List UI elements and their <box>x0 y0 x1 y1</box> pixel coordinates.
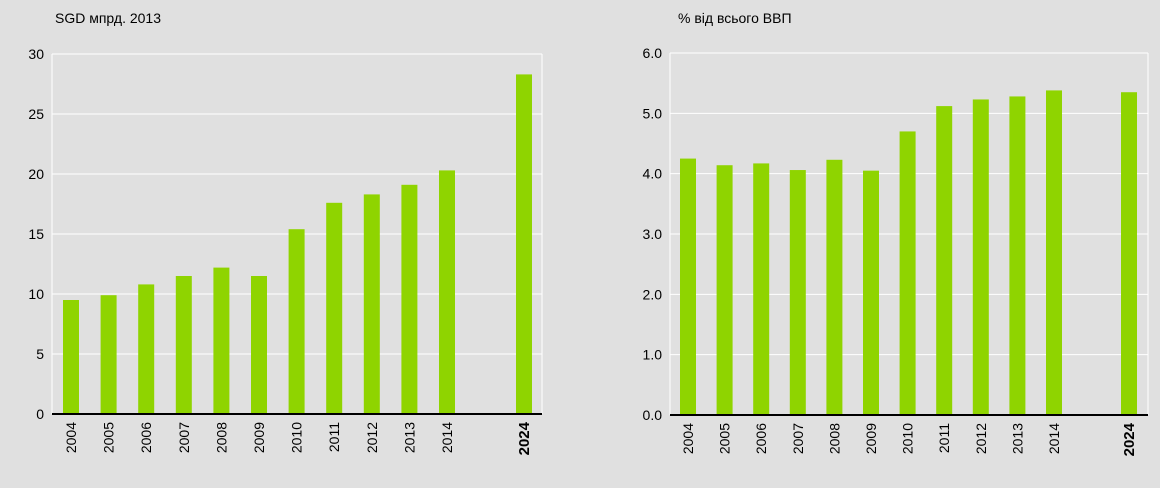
bar-2007 <box>175 276 192 414</box>
bar-2004 <box>680 158 696 416</box>
x-tick-label: 2013 <box>1009 423 1025 454</box>
bar-2011 <box>326 202 343 414</box>
y-tick-label: 1.0 <box>643 347 663 363</box>
bar-2014 <box>439 170 455 414</box>
bar-2010 <box>899 131 916 415</box>
x-tick-label: 2008 <box>826 423 842 454</box>
bar-2005 <box>716 165 733 415</box>
bar-2012 <box>972 99 989 415</box>
chart-title: % від всього ВВП <box>678 10 792 26</box>
y-tick-label: 20 <box>28 166 44 182</box>
bar-2008 <box>826 159 843 415</box>
bar-2009 <box>251 276 267 414</box>
x-tick-label: 2012 <box>364 422 380 453</box>
bar-2006 <box>138 284 155 414</box>
bar-2012 <box>363 194 380 414</box>
y-tick-label: 5.0 <box>643 105 663 121</box>
x-tick-label: 2007 <box>790 423 806 454</box>
x-tick-label: 2006 <box>138 422 154 453</box>
bar-2024 <box>1121 92 1137 415</box>
bar-2013 <box>1009 96 1026 415</box>
bar-2013 <box>401 184 418 414</box>
x-tick-label: 2009 <box>251 422 267 453</box>
bar-2014 <box>1046 90 1062 415</box>
y-tick-label: 15 <box>28 226 44 242</box>
y-tick-label: 10 <box>28 286 44 302</box>
chart-title: SGD мпрд. 2013 <box>55 10 161 26</box>
x-tick-label: 2010 <box>289 422 305 453</box>
bar-2024 <box>516 74 532 415</box>
x-tick-label: 2004 <box>680 423 696 454</box>
x-tick-label: 2012 <box>973 423 989 454</box>
bar-2010 <box>288 229 305 414</box>
bar-2007 <box>789 170 806 415</box>
x-tick-label: 2024 <box>1121 422 1138 456</box>
x-tick-label: 2011 <box>326 422 342 452</box>
x-tick-label: 2024 <box>516 421 533 455</box>
y-tick-label: 5 <box>36 346 44 362</box>
chart-gdp-share: % від всього ВВП 0.0 1.0 2.0 3.0 4.0 5.0 6.0 20… <box>643 10 1149 456</box>
x-tick-label: 2007 <box>176 422 192 453</box>
y-tick-label: 25 <box>28 106 44 122</box>
y-tick-label: 2.0 <box>643 286 663 302</box>
bar-2009 <box>863 170 879 415</box>
bar-2005 <box>100 295 117 414</box>
x-tick-label: 2011 <box>936 423 952 453</box>
bar-2011 <box>936 106 953 416</box>
x-tick-label: 2013 <box>401 422 417 453</box>
x-tick-label: 2005 <box>717 423 733 454</box>
y-tick-label: 30 <box>28 46 44 62</box>
y-tick-label: 0 <box>36 406 44 422</box>
y-tick-label: 6.0 <box>643 45 663 61</box>
y-tick-label: 0.0 <box>643 407 663 423</box>
bar-2006 <box>753 163 770 415</box>
x-tick-label: 2014 <box>439 422 455 453</box>
x-tick-label: 2014 <box>1046 423 1062 454</box>
y-tick-label: 4.0 <box>643 166 663 182</box>
x-tick-label: 2006 <box>753 423 769 454</box>
chart-sgd: SGD мпрд. 2013 0 5 10 15 20 25 30 2004 2005 2006 2… <box>28 10 543 455</box>
bar-2004 <box>63 300 79 414</box>
x-tick-label: 2008 <box>213 422 229 453</box>
x-tick-label: 2010 <box>900 423 916 454</box>
x-tick-label: 2004 <box>63 422 79 453</box>
y-tick-label: 3.0 <box>643 226 663 242</box>
x-tick-label: 2005 <box>101 422 117 453</box>
x-tick-label: 2009 <box>863 423 879 454</box>
bar-2008 <box>213 267 230 414</box>
